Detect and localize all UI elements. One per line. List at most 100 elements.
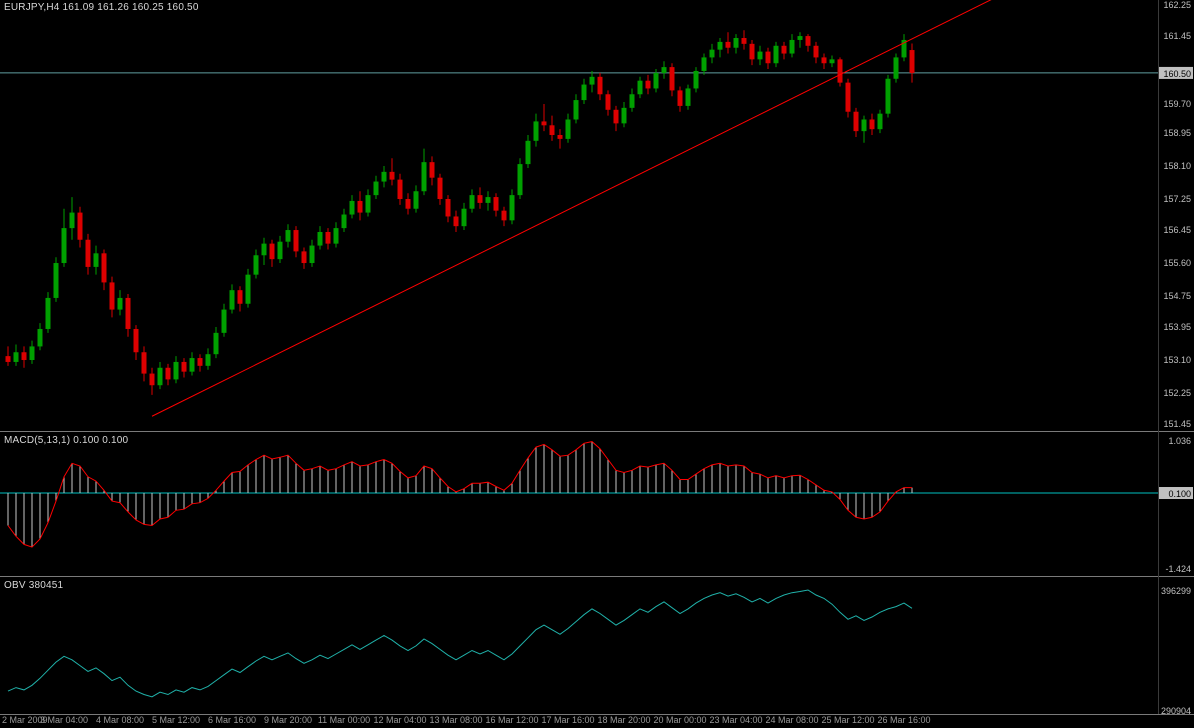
candle — [429, 156, 435, 186]
candle — [837, 57, 843, 87]
time-axis-label: 6 Mar 16:00 — [207, 715, 257, 725]
price-axis-tick: 153.95 — [1163, 322, 1191, 332]
candle — [453, 210, 459, 232]
price-axis-tick: 161.45 — [1163, 31, 1191, 41]
candle — [277, 235, 283, 264]
candle — [109, 276, 115, 318]
candle — [61, 208, 67, 267]
time-axis-label: 23 Mar 04:00 — [709, 715, 763, 725]
time-axis-label: 18 Mar 20:00 — [597, 715, 651, 725]
candle — [229, 284, 235, 314]
candle — [37, 323, 43, 351]
candle — [901, 34, 907, 62]
price-axis-tick: 158.10 — [1163, 161, 1191, 171]
panel-separator[interactable] — [0, 576, 1194, 577]
price-axis-tick: 152.25 — [1163, 388, 1191, 398]
candle — [189, 352, 195, 376]
candle — [141, 346, 147, 382]
candle — [645, 74, 651, 95]
candle — [557, 129, 563, 149]
candle — [757, 45, 763, 66]
time-axis-label: 17 Mar 16:00 — [541, 715, 595, 725]
macd-indicator-label: MACD(5,13,1) 0.100 0.100 — [4, 435, 129, 446]
candle — [365, 189, 371, 217]
price-axis-tick: 162.25 — [1163, 0, 1191, 10]
candle — [669, 63, 675, 97]
candle — [637, 76, 643, 99]
candle — [389, 158, 395, 186]
candle — [117, 290, 123, 316]
candle — [493, 193, 499, 217]
price-chart-panel[interactable]: 162.25 161.45 159.70 158.95 158.10 157.25 156.… — [0, 0, 1194, 431]
candle — [349, 195, 355, 219]
candle — [181, 358, 187, 378]
trendline[interactable] — [151, 0, 992, 417]
candle — [829, 55, 835, 68]
macd-panel[interactable]: 1.036 -1.424 0.100 MACD(5,13,1) 0.100 0.10… — [0, 433, 1194, 576]
candle — [549, 115, 555, 141]
candle — [325, 228, 331, 250]
candle — [605, 90, 611, 116]
price-chart-canvas: 162.25 161.45 159.70 158.95 158.10 157.25 156.… — [0, 0, 1193, 429]
candle — [613, 105, 619, 132]
current-price-box-value: 160.50 — [1163, 69, 1191, 79]
candle — [565, 113, 571, 143]
symbol-ohlc-label: EURJPY,H4 161.09 161.26 160.25 160.50 — [4, 2, 199, 13]
candle — [149, 367, 155, 395]
candle — [173, 356, 179, 384]
candle — [741, 30, 747, 50]
candle — [821, 53, 827, 70]
candle — [517, 158, 523, 200]
candle — [293, 226, 299, 258]
candle — [533, 113, 539, 147]
candle — [653, 69, 659, 93]
candle — [133, 325, 139, 361]
candle — [125, 294, 131, 337]
price-axis-tick: 151.45 — [1163, 419, 1191, 429]
panel-separator[interactable] — [0, 431, 1194, 432]
candle — [597, 72, 603, 101]
candle — [213, 327, 219, 359]
candle — [589, 70, 595, 93]
candle — [341, 208, 347, 232]
price-axis-tick: 154.75 — [1163, 291, 1191, 301]
candle — [93, 245, 99, 275]
candle — [413, 185, 419, 213]
candle — [501, 206, 507, 227]
candle — [205, 348, 211, 370]
candle — [45, 292, 51, 333]
candle — [373, 175, 379, 200]
macd-value-box-value: 0.100 — [1168, 489, 1191, 499]
candle — [317, 226, 323, 250]
candle — [477, 187, 483, 209]
candle — [853, 107, 859, 137]
candle — [573, 94, 579, 124]
candle — [909, 43, 915, 83]
macd-axis-min: -1.424 — [1165, 564, 1191, 574]
candle — [421, 148, 427, 196]
candle — [13, 344, 19, 366]
candle — [21, 346, 27, 368]
candle — [461, 202, 467, 231]
macd-axis-max: 1.036 — [1168, 436, 1191, 446]
candle — [509, 189, 515, 225]
candle — [253, 249, 259, 279]
candle — [805, 34, 811, 52]
candle — [469, 189, 475, 213]
candle — [661, 61, 667, 79]
candle — [29, 340, 35, 364]
candle — [685, 84, 691, 110]
candle — [621, 102, 627, 128]
time-axis-label: 25 Mar 12:00 — [821, 715, 875, 725]
candle — [877, 109, 883, 134]
time-axis[interactable]: 2 Mar 2009 3 Mar 04:00 4 Mar 08:00 5 Mar 12… — [0, 715, 1194, 728]
obv-panel[interactable]: 396299 290904 OBV 380451 — [0, 578, 1194, 714]
price-axis-tick: 159.70 — [1163, 99, 1191, 109]
candle — [5, 346, 11, 366]
macd-value-box — [1159, 487, 1193, 500]
candle — [709, 43, 715, 64]
candle — [245, 268, 251, 308]
time-axis-label: 5 Mar 12:00 — [151, 715, 201, 725]
candle — [165, 363, 171, 386]
